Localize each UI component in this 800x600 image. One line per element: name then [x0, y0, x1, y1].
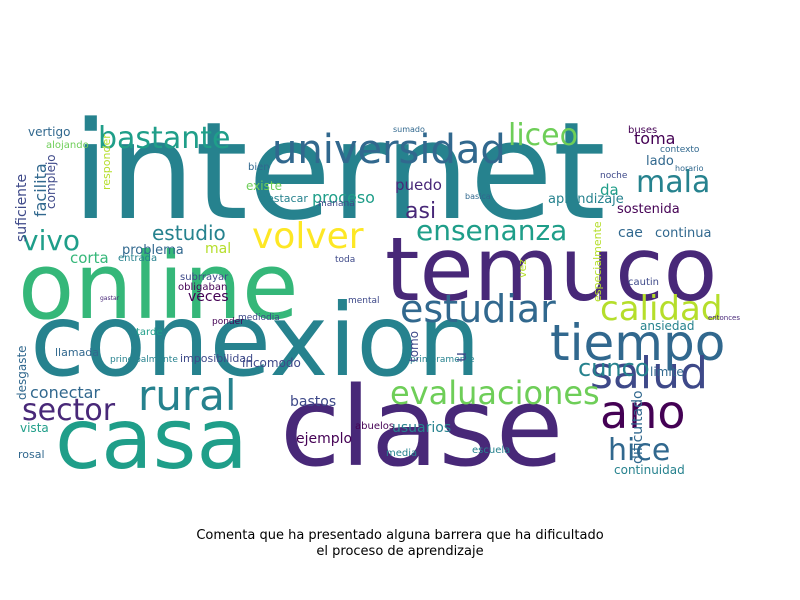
- word-asi: asi: [405, 199, 436, 224]
- word-media: media: [386, 448, 417, 459]
- word-responder: responder: [100, 134, 113, 190]
- word-toda: toda: [335, 255, 355, 265]
- word-alojando: alojando: [46, 140, 89, 151]
- word-hice: hice: [608, 433, 670, 468]
- word-destacar: destacar: [260, 192, 308, 205]
- word-limite: limite: [650, 365, 684, 379]
- word-gastar: gastar: [100, 295, 120, 302]
- word-puedo: puedo: [395, 176, 442, 194]
- word-facilita: facilita: [31, 163, 50, 217]
- word-vez: vez: [516, 259, 529, 278]
- word-clase: clase: [280, 363, 563, 491]
- word-manana: manana: [318, 199, 355, 209]
- word-bastante: bastante: [98, 121, 230, 156]
- word-lado: lado: [646, 154, 674, 169]
- word-contexto: contexto: [660, 145, 700, 155]
- word-mental: mental: [348, 296, 380, 306]
- word-vista: vista: [20, 421, 49, 435]
- word-mala: mala: [636, 165, 710, 200]
- word-aprendizaje: aprendizaje: [548, 192, 624, 207]
- word-llamada: llamada: [55, 346, 99, 359]
- word-continuidad: continuidad: [614, 463, 685, 477]
- word-cautin: cautin: [628, 277, 659, 288]
- word-subrrayar: subrrayar: [180, 272, 229, 283]
- word-veces: veces: [188, 289, 229, 305]
- word-dificultado: dificultado: [630, 390, 646, 464]
- word-cae: cae: [618, 225, 643, 241]
- caption-line-1: Comenta que ha presentado alguna barrera…: [196, 528, 604, 543]
- word-usuarios: usuarios: [392, 420, 451, 436]
- word-escuela: escuela: [472, 445, 510, 456]
- word-bien: bien: [248, 162, 270, 173]
- word-ensenanza: ensenanza: [416, 214, 567, 247]
- word-continua: continua: [655, 226, 712, 241]
- word-tomo: tomo: [407, 331, 421, 362]
- word-rural: rural: [138, 371, 237, 420]
- caption-line-2: el proceso de aprendizaje: [316, 544, 484, 559]
- word-abuelos: abuelos: [355, 421, 394, 432]
- word-internet: internet: [72, 93, 606, 250]
- word-ponder: ponder: [212, 317, 244, 327]
- word-basica: basica: [465, 192, 491, 201]
- word-primeramente: primeramente: [410, 355, 475, 365]
- word-buses: buses: [628, 125, 657, 136]
- word-ansiedad: ansiedad: [640, 319, 695, 333]
- word-estudio: estudio: [152, 221, 226, 245]
- word-vivo: vivo: [22, 224, 80, 257]
- word-suficiente: suficiente: [14, 174, 30, 242]
- word-estudiar: estudiar: [400, 287, 556, 331]
- word-entonces: entonces: [708, 314, 740, 322]
- word-especialmente: especialmente: [591, 221, 604, 302]
- word-horario: horario: [675, 164, 704, 173]
- word-casa: casa: [55, 390, 248, 488]
- word-noche: noche: [600, 171, 628, 181]
- word-conexion: conexion: [30, 282, 481, 399]
- word-u: u: [451, 352, 470, 362]
- word-conectar: conectar: [30, 383, 100, 402]
- word-rosal: rosal: [18, 448, 45, 461]
- word-entrada: entrada: [118, 253, 157, 264]
- word-liceo: liceo: [508, 118, 578, 153]
- word-sumado: sumado: [393, 125, 425, 134]
- word-toma: toma: [634, 129, 675, 148]
- word-principalmente: principalmente: [110, 355, 178, 365]
- word-corta: corta: [70, 249, 109, 267]
- word-sostenida: sostenida: [617, 202, 680, 217]
- word-mediodia: mediodia: [238, 313, 280, 323]
- word-volver: volver: [252, 216, 364, 257]
- word-tarde: tarde: [136, 327, 162, 338]
- word-imposibilidad: imposibilidad: [180, 352, 253, 365]
- word-salud: salud: [590, 348, 708, 399]
- word-calidad: calidad: [600, 289, 722, 329]
- word-bastos: bastos: [290, 394, 336, 410]
- word-universidad: universidad: [272, 127, 506, 173]
- word-temuco: temuco: [385, 218, 717, 321]
- word-mal: mal: [205, 241, 231, 257]
- word-desgaste: desgaste: [15, 345, 29, 400]
- word-proceso: proceso: [312, 188, 375, 207]
- word-problema: problema: [122, 243, 184, 258]
- word-online: online: [18, 233, 299, 340]
- word-vertigo: vertigo: [28, 125, 70, 139]
- word-incomodo: incomodo: [242, 356, 301, 370]
- word-cunco: cunco: [578, 354, 650, 382]
- word-ejemplo: ejemplo: [296, 431, 352, 447]
- word-sector: sector: [22, 393, 116, 428]
- word-da: da: [600, 181, 619, 199]
- word-complejo: complejo: [44, 154, 58, 209]
- word-evaluaciones: evaluaciones: [390, 374, 600, 412]
- word-obligaban: obligaban: [178, 282, 227, 293]
- word-existe: existe: [246, 179, 282, 193]
- word-tiempo: tiempo: [550, 314, 725, 372]
- word-ano: ano: [600, 385, 686, 439]
